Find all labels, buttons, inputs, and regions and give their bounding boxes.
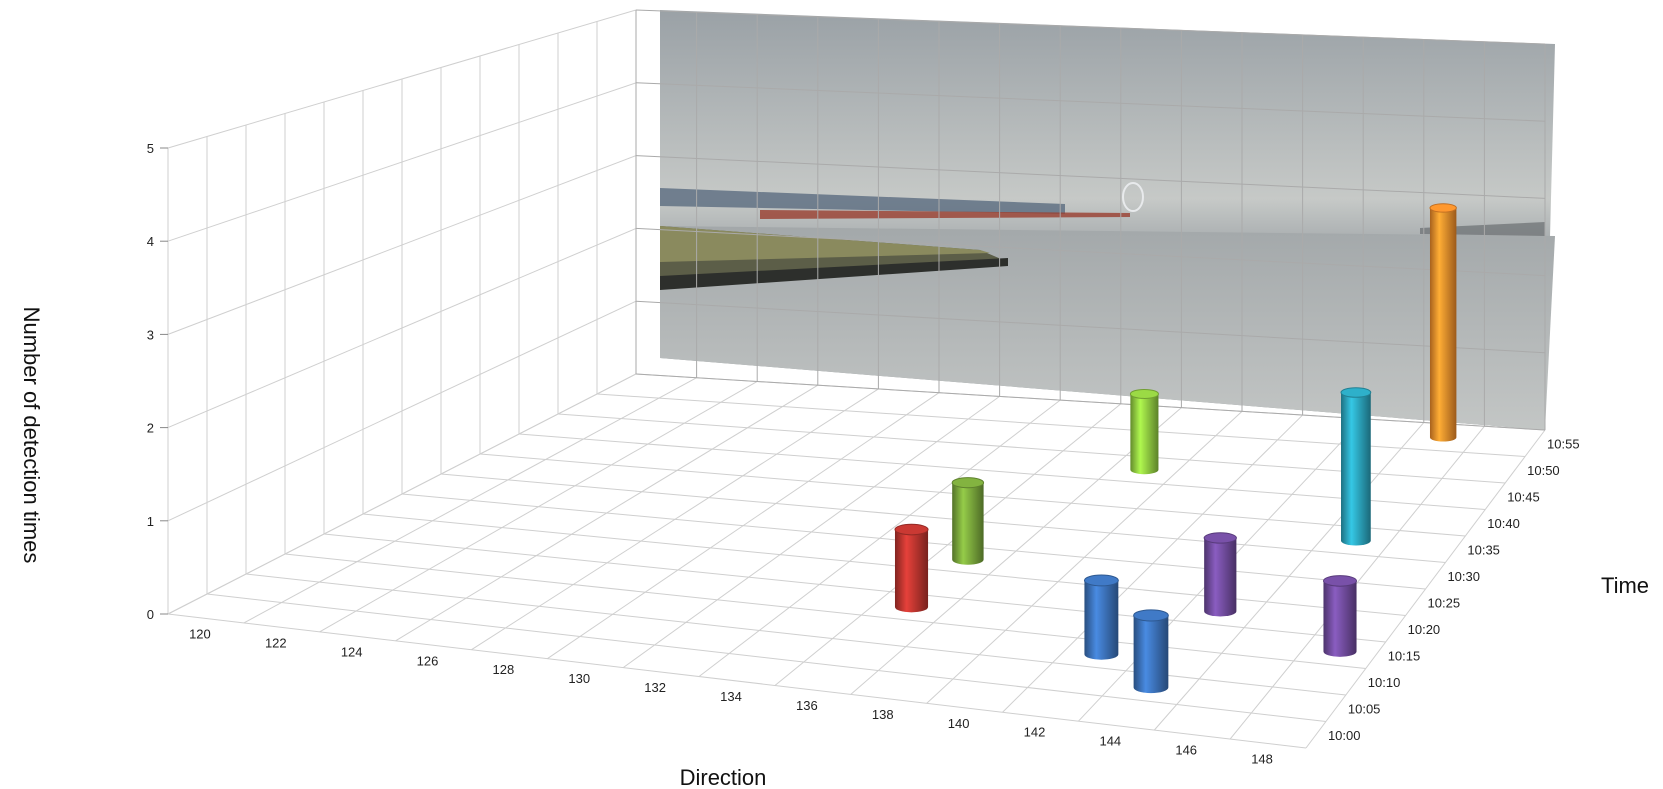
left-wall-gridline <box>167 9 637 149</box>
y-tick-label: 10:15 <box>1388 648 1421 663</box>
bar-body <box>1204 537 1237 617</box>
x-tick-label: 128 <box>493 662 515 677</box>
bar-body <box>1341 392 1371 546</box>
z-tick-label: 0 <box>147 607 154 622</box>
x-tick-label: 140 <box>948 716 970 731</box>
back-wall-gridline <box>635 373 1546 431</box>
y-tick-label: 10:35 <box>1467 542 1500 557</box>
x-tick-label: 138 <box>872 707 894 722</box>
back-wall-photo <box>660 10 1555 430</box>
chart-tick-labels: 0 1 2 3 4 5 120 122 124 126 128 130 132 134 136 138 140 1… <box>147 141 1580 767</box>
back-wall-gridline <box>635 9 1546 45</box>
left-wall-gridline <box>167 300 637 522</box>
floor-gridline-y <box>362 513 1406 616</box>
y-tick-label: 10:30 <box>1447 569 1480 584</box>
bar-top <box>1429 203 1457 213</box>
y-tick-label: 10:45 <box>1507 489 1540 504</box>
x-tick-label: 120 <box>189 626 211 641</box>
bar-144-1005 <box>1133 609 1169 694</box>
bar-138-1045 <box>1129 388 1159 475</box>
z-tick-label: 2 <box>147 421 154 436</box>
x-tick-label: 136 <box>796 698 818 713</box>
bar-top <box>1083 574 1119 587</box>
bar-136-1015 <box>894 523 929 613</box>
bar-body <box>1130 393 1159 475</box>
z-tick-label: 1 <box>147 514 154 529</box>
bar-146-1055 <box>1429 203 1457 442</box>
bar-top <box>1203 532 1237 544</box>
left-wall-gridline <box>167 82 637 242</box>
floor-gridline-y <box>284 553 1366 669</box>
bar-top <box>1133 609 1169 622</box>
bar-144-1020 <box>1203 532 1237 617</box>
x-tick-label: 124 <box>341 644 363 659</box>
bar-body <box>1429 207 1457 442</box>
x-tick-label: 146 <box>1175 743 1197 758</box>
left-wall-gridline <box>167 155 637 335</box>
left-wall-gridline <box>167 227 637 429</box>
bar-body <box>1133 615 1169 694</box>
bar-body <box>1084 580 1119 660</box>
floor-gridline-y <box>167 613 1307 749</box>
left-wall-gridline <box>167 373 637 615</box>
z-tick-label: 5 <box>147 141 154 156</box>
y-tick-label: 10:50 <box>1527 463 1560 478</box>
chart-bars <box>894 203 1457 694</box>
floor-gridline-y <box>206 593 1326 722</box>
bar-148-1015 <box>1322 575 1358 657</box>
y-tick-label: 10:05 <box>1348 701 1381 716</box>
bar-top <box>1129 388 1159 399</box>
y-tick-label: 10:00 <box>1328 728 1361 743</box>
floor-gridline-y <box>245 573 1346 696</box>
x-tick-label: 134 <box>720 689 742 704</box>
z-axis-title: Number of detection times <box>19 307 44 564</box>
z-tick-label: 4 <box>147 234 154 249</box>
back-wall-gridline <box>635 82 1546 122</box>
x-tick-label: 132 <box>644 680 666 695</box>
bar-top <box>1322 575 1358 587</box>
y-tick-label: 10:25 <box>1428 595 1461 610</box>
bar-body <box>894 529 929 613</box>
bar-body <box>1323 580 1357 657</box>
bar-top <box>951 477 985 489</box>
y-axis-title: Time <box>1601 573 1649 598</box>
floor-gridline-y <box>440 473 1446 563</box>
y-tick-label: 10:10 <box>1368 675 1401 690</box>
y-tick-label: 10:55 <box>1547 436 1580 451</box>
z-tick-label: 3 <box>147 327 154 342</box>
floor-gridline-y <box>518 433 1486 510</box>
x-tick-label: 148 <box>1251 752 1273 767</box>
back-wall-gridline <box>635 155 1546 199</box>
bar-top <box>1340 387 1372 398</box>
bar-142-1010 <box>1083 574 1119 660</box>
x-tick-label: 142 <box>1024 725 1046 740</box>
x-tick-label: 144 <box>1099 734 1121 749</box>
bar-146-1035 <box>1340 387 1372 546</box>
y-tick-label: 10:20 <box>1408 622 1441 637</box>
y-tick-label: 10:40 <box>1487 516 1520 531</box>
x-tick-label: 122 <box>265 635 287 650</box>
back-wall-gridline <box>635 227 1546 277</box>
bar-136-1025 <box>951 477 985 565</box>
back-wall-gridline <box>635 300 1546 354</box>
x-tick-label: 126 <box>417 653 439 668</box>
x-axis-title: Direction <box>680 765 767 789</box>
x-tick-label: 130 <box>568 671 590 686</box>
bar-top <box>894 523 929 536</box>
floor-gridline-y <box>323 533 1386 643</box>
bar-body <box>952 482 984 565</box>
